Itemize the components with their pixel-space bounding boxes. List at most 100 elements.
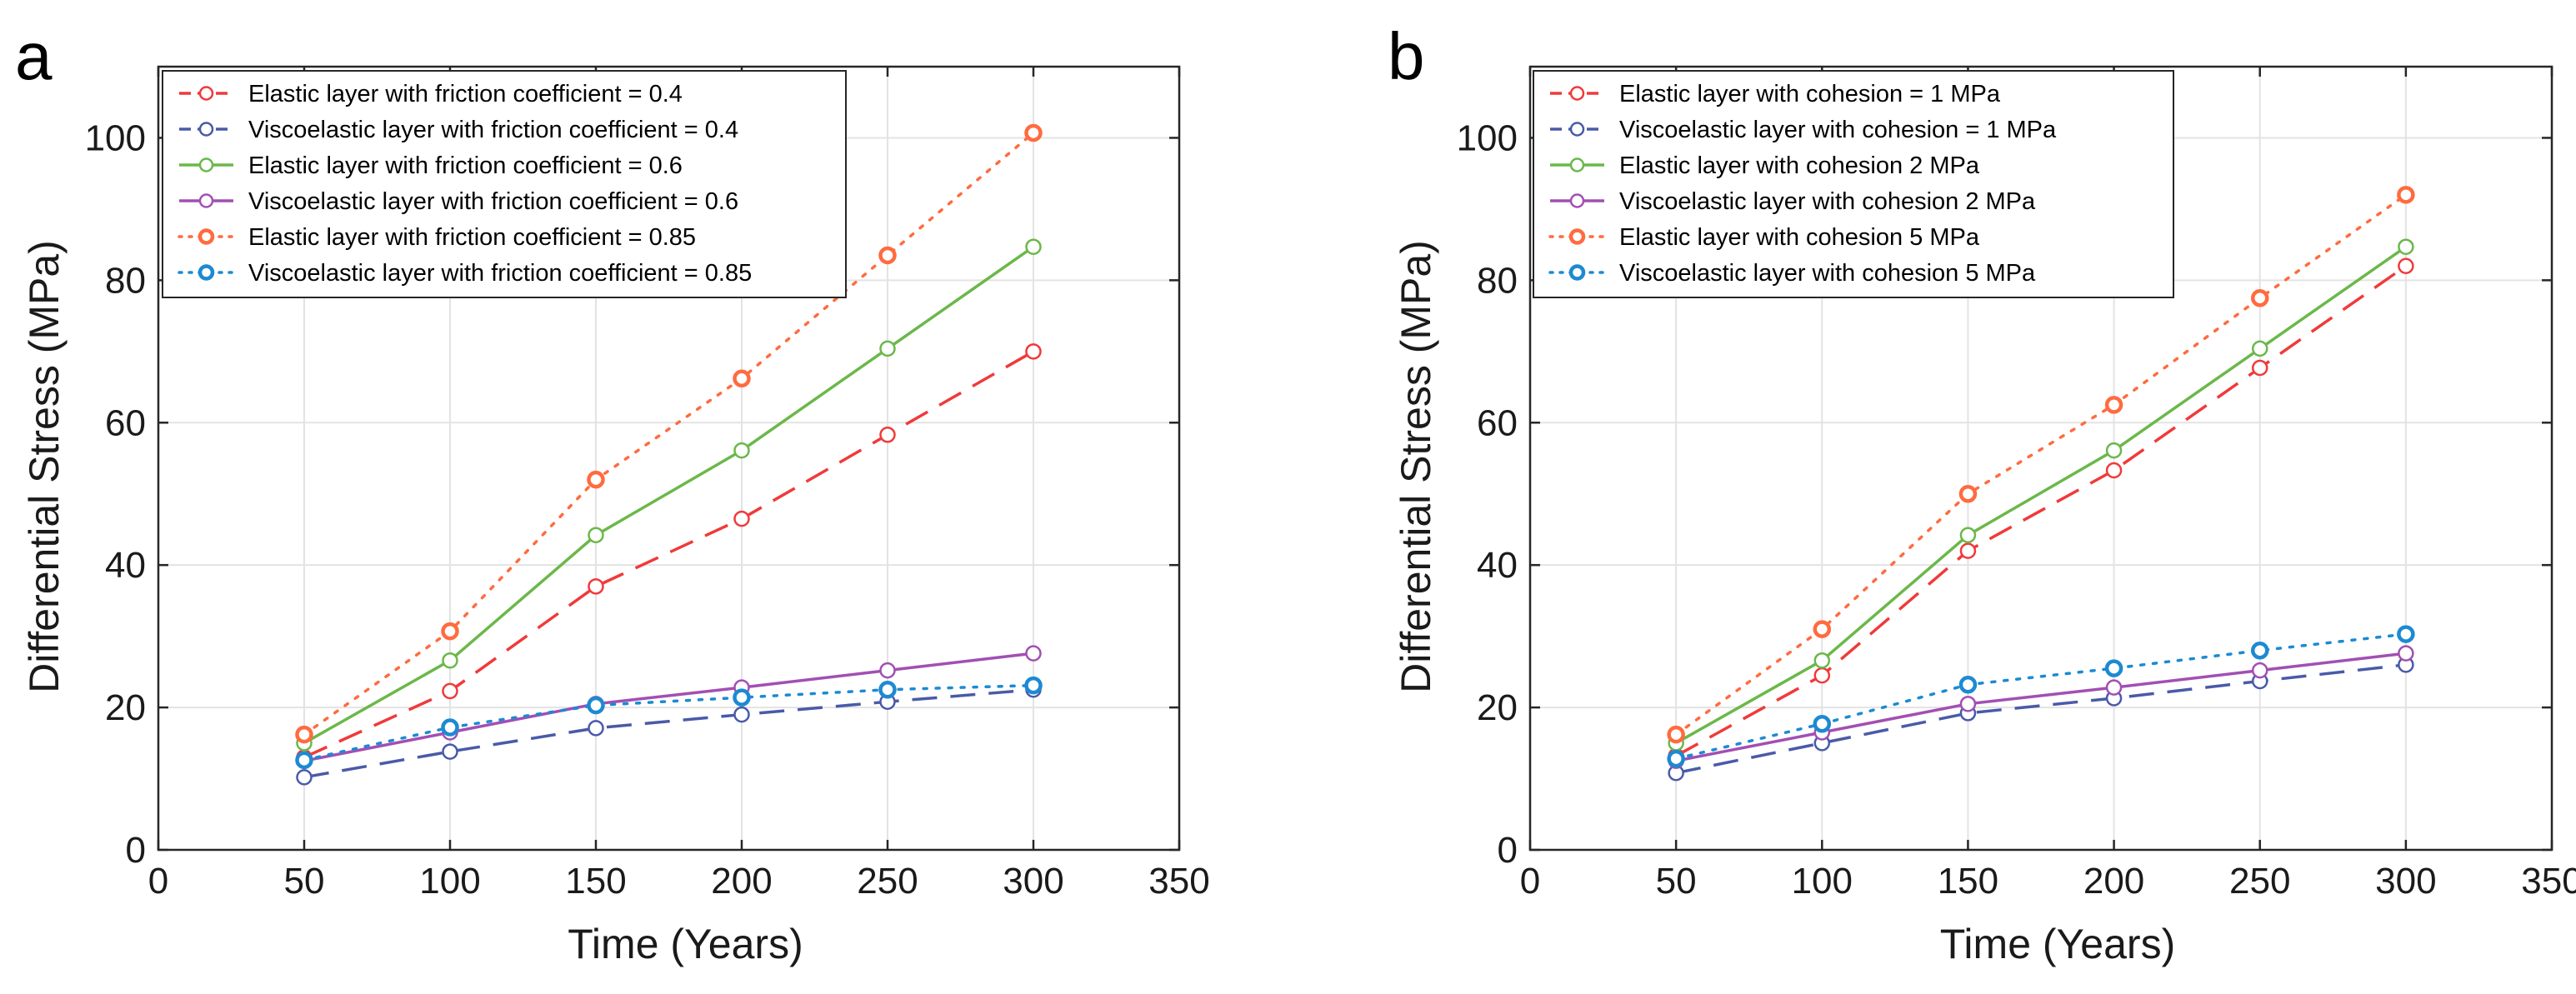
panel-a-legend-label: Elastic layer with friction coefficient … xyxy=(248,152,683,179)
panel-b-legend-item: Viscoelastic layer with cohesion 2 MPa xyxy=(1550,188,2036,215)
panel-a-series-2-line xyxy=(303,687,1034,779)
panel-b-series-4-point xyxy=(2251,662,2268,679)
panel-a-series-1-point xyxy=(733,510,750,527)
panel-b-series-6-point xyxy=(2250,641,2269,660)
panel-a-legend-label: Viscoelastic layer with friction coeffic… xyxy=(248,260,752,287)
panel-b-series-6-line xyxy=(1674,632,2408,761)
panel-a-series-5-point xyxy=(441,622,459,641)
panel-a-series-6 xyxy=(295,676,1043,770)
panel-a-y-axis-title: Differential Stress (MPa) xyxy=(21,240,68,693)
panel-b-legend-item: Viscoelastic layer with cohesion 5 MPa xyxy=(1548,260,2036,287)
panel-b-series-6-point xyxy=(1958,675,1978,694)
panel-a-legend-item: Viscoelastic layer with friction coeffic… xyxy=(178,260,752,287)
panel-b-series-1-point xyxy=(1959,542,1977,559)
panel-b-x-tick-label: 0 xyxy=(1520,861,1540,902)
panel-a-x-tick-label: 200 xyxy=(711,861,772,902)
panel-a-series-3-point xyxy=(588,527,604,544)
panel-b-legend-label: Viscoelastic layer with cohesion 5 MPa xyxy=(1619,260,2036,287)
panel-b-legend-label: Elastic layer with cohesion 2 MPa xyxy=(1619,152,1980,179)
panel-b-y-tick-label: 80 xyxy=(1477,260,1518,301)
panel-b: b 0 50 100 150 200 250 300 350 0 20 40 60 80 100 Time (… xyxy=(1388,19,2576,967)
panel-a-legend-swatch-marker xyxy=(198,157,214,172)
panel-a-series-2-point xyxy=(296,769,313,786)
panel-b-series-1-point xyxy=(2251,359,2268,377)
panel-b-x-tick-label: 50 xyxy=(1656,861,1697,902)
panel-b-legend-item: Elastic layer with cohesion = 1 MPa xyxy=(1550,81,2001,107)
panel-b-legend-item: Elastic layer with cohesion 2 MPa xyxy=(1550,152,1980,179)
panel-a-series-4-point xyxy=(1025,645,1042,662)
panel-a-series-3-line xyxy=(303,245,1035,745)
panel-b-series-1-line xyxy=(1675,264,2407,757)
panel-b-series-2-line xyxy=(1675,663,2407,775)
panel-b-series-5-point xyxy=(2250,288,2269,307)
panel-a-series-2-point xyxy=(588,720,604,737)
panel-b-x-tick-label: 250 xyxy=(2229,861,2290,902)
panel-b-y-tick-label: 0 xyxy=(1498,830,1518,871)
panel-a-y-tick-label: 40 xyxy=(105,545,146,586)
panel-a-series-1-line xyxy=(303,350,1034,759)
panel-a-series-3-point xyxy=(733,442,750,459)
panel-a-legend-label: Viscoelastic layer with friction coeffic… xyxy=(248,188,738,215)
panel-a-series-5-line xyxy=(303,131,1035,737)
panel-b-letter: b xyxy=(1388,19,1425,93)
panel-b-legend-item: Elastic layer with cohesion 5 MPa xyxy=(1548,224,1980,251)
panel-b-series-6-point xyxy=(1667,749,1685,768)
panel-a-series-2 xyxy=(296,681,1042,786)
panel-a-series-4-line xyxy=(303,652,1034,762)
panel-b-legend-swatch-marker xyxy=(1569,86,1585,101)
panel-b-series-3-point xyxy=(2251,340,2268,357)
panel-b-x-tick-label: 350 xyxy=(2521,861,2576,902)
panel-b-legend-label: Viscoelastic layer with cohesion = 1 MPa xyxy=(1619,117,2057,143)
panel-a-x-tick-label: 300 xyxy=(1003,861,1063,902)
panel-b-series-5-point xyxy=(1958,484,1978,503)
panel-a-series-3-point xyxy=(442,652,458,669)
panel-a-legend-item: Viscoelastic layer with friction coeffic… xyxy=(179,117,738,143)
panel-b-x-tick-label: 150 xyxy=(1938,861,1998,902)
panel-b-series-6-point xyxy=(2104,659,2123,677)
panel-a-axes-box xyxy=(157,65,1181,852)
panel-b-y-tick-label: 100 xyxy=(1457,117,1518,158)
panel-b-series-3-point xyxy=(2105,442,2123,459)
panel-a-series-5 xyxy=(295,123,1043,744)
panel-b-series-5-line xyxy=(1674,193,2408,737)
panel-a-series-6-point xyxy=(587,696,605,715)
panel-a-series-6-line xyxy=(303,683,1035,762)
panel-b-series-4-point xyxy=(1959,696,1977,712)
panel-b-y-tick-label: 40 xyxy=(1477,545,1518,586)
panel-a-series-2-point xyxy=(442,743,458,760)
panel-b-legend-label: Elastic layer with cohesion 5 MPa xyxy=(1619,224,1980,251)
panel-a-legend-swatch-marker xyxy=(198,86,214,101)
panel-a-y-tick-label: 20 xyxy=(105,687,146,728)
panel-b-series-5-point xyxy=(2397,186,2415,204)
panel-a-legend-swatch-marker xyxy=(198,228,215,245)
panel-b-series-6-point xyxy=(1813,714,1832,733)
panel-a-x-tick-label: 100 xyxy=(419,861,480,902)
panel-a-y-tick-label: 80 xyxy=(105,260,146,301)
panel-b-series-3-point xyxy=(1959,527,1977,544)
panel-a-x-tick-label: 350 xyxy=(1148,861,1209,902)
panel-b-legend: Elastic layer with cohesion = 1 MPa Visco… xyxy=(1533,70,2174,298)
panel-a-legend-swatch-marker xyxy=(198,193,214,208)
panel-b-x-tick-label: 100 xyxy=(1792,861,1853,902)
panel-b-series-4-point xyxy=(2398,645,2414,662)
panel-a-legend-swatch-marker xyxy=(198,122,214,137)
panel-a-series-6-point xyxy=(441,718,459,737)
panel-a-series-6-point xyxy=(1024,676,1043,695)
panel-b-series-1-point xyxy=(2105,462,2123,479)
panel-b-y-tick-label: 60 xyxy=(1477,402,1518,443)
panel-a-letter: a xyxy=(15,19,53,93)
panel-b-series-4-point xyxy=(2105,679,2123,696)
panel-a-x-tick-label: 50 xyxy=(284,861,325,902)
panel-a-series-6-point xyxy=(295,751,313,770)
panel-b-series-5 xyxy=(1667,186,2415,744)
panel-a-legend-label: Elastic layer with friction coefficient … xyxy=(248,224,696,251)
panel-a-legend: Elastic layer with friction coefficient … xyxy=(162,70,847,298)
panel-b-series-1-point xyxy=(1813,667,1831,684)
panel-b-legend-label: Viscoelastic layer with cohesion 2 MPa xyxy=(1619,188,2036,215)
panel-b-y-tick-label: 20 xyxy=(1477,687,1518,728)
panel-b-series-1-point xyxy=(2398,257,2414,275)
panel-b-legend-swatch-marker xyxy=(1568,228,1586,245)
panel-a-series-3 xyxy=(296,238,1042,752)
panel-a-legend-swatch-marker xyxy=(198,264,215,281)
panel-a-legend-item: Viscoelastic layer with friction coeffic… xyxy=(179,188,738,215)
